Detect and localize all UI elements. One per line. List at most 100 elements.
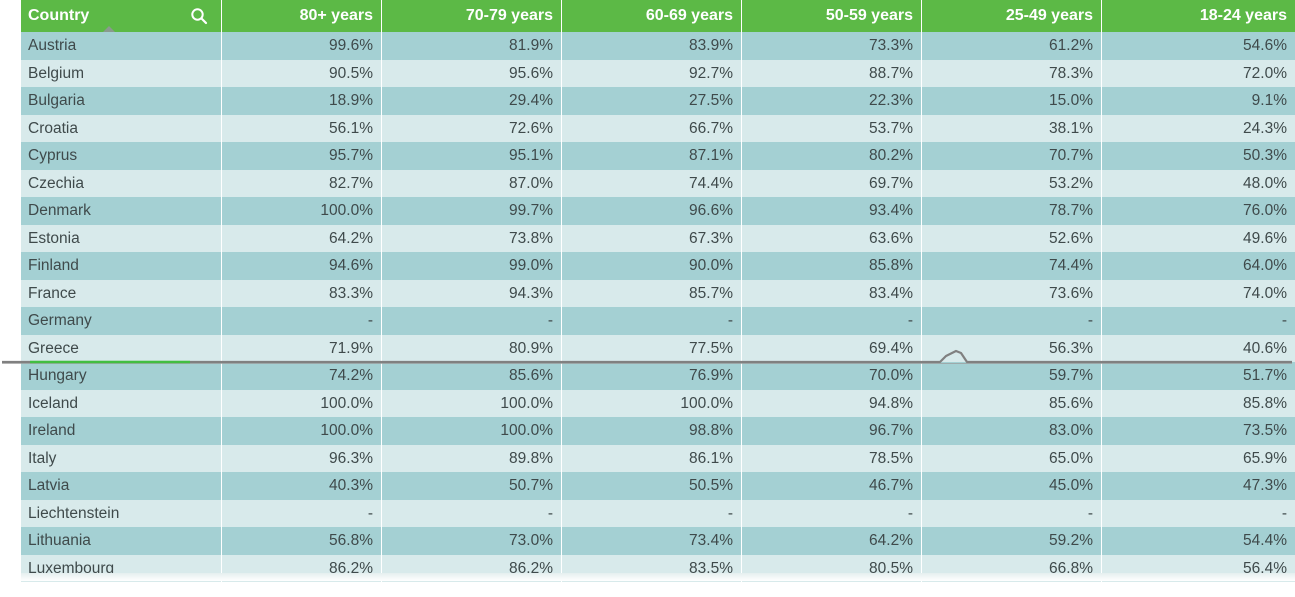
column-header-25-49[interactable]: 25-49 years — [922, 0, 1102, 32]
value-cell-60-69: 73.4% — [562, 527, 742, 555]
column-header-country[interactable]: Country — [21, 0, 222, 32]
value-cell-25-49: - — [922, 499, 1102, 527]
value-cell-60-69: 67.3% — [562, 224, 742, 252]
value-cell-25-49: 59.2% — [922, 527, 1102, 555]
column-header-label: Country — [28, 7, 90, 24]
value-cell-70-79: 86.2% — [382, 554, 562, 582]
column-header-70-79[interactable]: 70-79 years — [382, 0, 562, 32]
country-cell: Austria — [21, 32, 222, 60]
table-header-row: Country 80+ years 70-79 years 60-69 year… — [21, 0, 1295, 32]
value-cell-50-59: 83.4% — [742, 279, 922, 307]
table-row[interactable]: Germany - - - - - - — [21, 307, 1295, 335]
value-cell-18-24: 74.0% — [1243, 284, 1287, 302]
value-cell-18-24: 56.4% — [1243, 559, 1287, 577]
country-cell: Cyprus — [21, 142, 222, 170]
value-cell-25-49: 61.2% — [922, 32, 1102, 60]
value-cell-80-plus: 94.6% — [222, 252, 382, 280]
value-cell-60-69: 86.1% — [562, 444, 742, 472]
value-cell-70-79: 94.3% — [382, 279, 562, 307]
value-cell-60-69: - — [562, 307, 742, 335]
value-cell-80-plus: 100.0% — [222, 197, 382, 225]
table-row[interactable]: Bulgaria 18.9% 29.4% 27.5% 22.3% 15.0% 9.1% — [21, 87, 1295, 115]
country-cell: Bulgaria — [21, 87, 222, 115]
value-cell-80-plus: 64.2% — [222, 224, 382, 252]
table-row[interactable]: Ireland 100.0% 100.0% 98.8% 96.7% 83.0% 73.5% — [21, 417, 1295, 445]
value-cell-60-69: 90.0% — [562, 252, 742, 280]
table-row[interactable]: Belgium 90.5% 95.6% 92.7% 88.7% 78.3% 72.0% — [21, 59, 1295, 87]
country-cell: Belgium — [21, 59, 222, 87]
column-header-80-plus[interactable]: 80+ years — [222, 0, 382, 32]
value-cell-80-plus: 56.1% — [222, 114, 382, 142]
value-cell-50-59: 70.0% — [742, 362, 922, 390]
value-cell-18-24: 47.3% — [1243, 477, 1287, 494]
column-header-50-59[interactable]: 50-59 years — [742, 0, 922, 32]
value-cell-50-59: 88.7% — [742, 59, 922, 87]
value-cell-18-24: - — [1281, 504, 1287, 522]
value-cell-60-69: 87.1% — [562, 142, 742, 170]
value-cell-70-79: 95.1% — [382, 142, 562, 170]
value-cell-18-24: 76.0% — [1243, 202, 1287, 219]
search-icon[interactable] — [189, 6, 209, 26]
value-cell-80-plus: 95.7% — [222, 142, 382, 170]
value-cell-25-49: 78.3% — [922, 59, 1102, 87]
value-cell-80-plus: 86.2% — [222, 554, 382, 582]
value-cell-18-24: 54.6% — [1243, 37, 1287, 54]
country-cell: Denmark — [21, 197, 222, 225]
column-header-18-24[interactable]: 18-24 years — [1199, 7, 1287, 24]
value-cell-80-plus: 100.0% — [222, 389, 382, 417]
value-cell-25-49: 45.0% — [922, 472, 1102, 500]
value-cell-80-plus: 82.7% — [222, 169, 382, 197]
table-row[interactable]: Cyprus 95.7% 95.1% 87.1% 80.2% 70.7% 50.3% — [21, 142, 1295, 170]
value-cell-50-59: 53.7% — [742, 114, 922, 142]
column-header-60-69[interactable]: 60-69 years — [562, 0, 742, 32]
value-cell-25-49: 52.6% — [922, 224, 1102, 252]
table-row[interactable]: Italy 96.3% 89.8% 86.1% 78.5% 65.0% 65.9% — [21, 444, 1295, 472]
value-cell-50-59: 22.3% — [742, 87, 922, 115]
value-cell-25-49: 70.7% — [922, 142, 1102, 170]
value-cell-70-79: 73.0% — [382, 527, 562, 555]
value-cell-50-59: 96.7% — [742, 417, 922, 445]
value-cell-25-49: 65.0% — [922, 444, 1102, 472]
value-cell-25-49: 15.0% — [922, 87, 1102, 115]
value-cell-60-69: 66.7% — [562, 114, 742, 142]
table-bottom-fade — [21, 573, 1295, 581]
value-cell-50-59: 78.5% — [742, 444, 922, 472]
value-cell-80-plus: - — [222, 499, 382, 527]
value-cell-60-69: - — [562, 499, 742, 527]
value-cell-50-59: 73.3% — [742, 32, 922, 60]
value-cell-25-49: 56.3% — [922, 334, 1102, 362]
table-row[interactable]: Greece 71.9% 80.9% 77.5% 69.4% 56.3% 40.6% — [21, 334, 1295, 362]
table-row[interactable]: Latvia 40.3% 50.7% 50.5% 46.7% 45.0% 47.3% — [21, 472, 1295, 500]
table-row[interactable]: Liechtenstein - - - - - - — [21, 499, 1295, 527]
value-cell-80-plus: 83.3% — [222, 279, 382, 307]
value-cell-60-69: 85.7% — [562, 279, 742, 307]
value-cell-25-49: 66.8% — [922, 554, 1102, 582]
table-row[interactable]: Austria 99.6% 81.9% 83.9% 73.3% 61.2% 54.6% — [21, 32, 1295, 60]
table-row[interactable]: France 83.3% 94.3% 85.7% 83.4% 73.6% 74.0% — [21, 279, 1295, 307]
value-cell-60-69: 50.5% — [562, 472, 742, 500]
value-cell-80-plus: 71.9% — [222, 334, 382, 362]
value-cell-60-69: 100.0% — [562, 389, 742, 417]
table-row[interactable]: Croatia 56.1% 72.6% 66.7% 53.7% 38.1% 24.3% — [21, 114, 1295, 142]
value-cell-60-69: 76.9% — [562, 362, 742, 390]
country-cell: Estonia — [21, 224, 222, 252]
table-row[interactable]: Lithuania 56.8% 73.0% 73.4% 64.2% 59.2% 54.4% — [21, 527, 1295, 555]
value-cell-70-79: 81.9% — [382, 32, 562, 60]
value-cell-18-24: 72.0% — [1243, 64, 1287, 82]
value-cell-70-79: 29.4% — [382, 87, 562, 115]
value-cell-80-plus: 90.5% — [222, 59, 382, 87]
value-cell-50-59: 85.8% — [742, 252, 922, 280]
table-row[interactable]: Iceland 100.0% 100.0% 100.0% 94.8% 85.6% 85.8% — [21, 389, 1295, 417]
country-cell: Hungary — [21, 362, 222, 390]
table-row[interactable]: Czechia 82.7% 87.0% 74.4% 69.7% 53.2% 48.0% — [21, 169, 1295, 197]
table-row[interactable]: Denmark 100.0% 99.7% 96.6% 93.4% 78.7% 76.0% — [21, 197, 1295, 225]
country-cell: Lithuania — [21, 527, 222, 555]
value-cell-18-24: 50.3% — [1243, 147, 1287, 164]
value-cell-60-69: 96.6% — [562, 197, 742, 225]
data-table: Country 80+ years 70-79 years 60-69 year… — [21, 0, 1295, 582]
table-row[interactable]: Hungary 74.2% 85.6% 76.9% 70.0% 59.7% 51.7% — [21, 362, 1295, 390]
value-cell-50-59: 80.5% — [742, 554, 922, 582]
country-cell: Greece — [21, 334, 222, 362]
table-row[interactable]: Finland 94.6% 99.0% 90.0% 85.8% 74.4% 64.0% — [21, 252, 1295, 280]
table-row[interactable]: Estonia 64.2% 73.8% 67.3% 63.6% 52.6% 49.6% — [21, 224, 1295, 252]
